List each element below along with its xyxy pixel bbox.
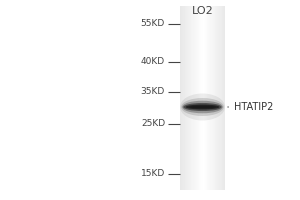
Text: 40KD: 40KD [141,58,165,66]
Bar [197,6,198,190]
Bar [206,6,207,190]
Bar [190,6,192,190]
Bar [200,6,202,190]
Ellipse shape [189,106,216,108]
Bar [202,6,204,190]
Bar [205,6,206,190]
Bar [189,6,190,190]
Bar [215,6,216,190]
Bar [207,6,208,190]
Bar [198,6,200,190]
Bar [222,6,223,190]
Text: 35KD: 35KD [141,88,165,97]
Bar [194,6,195,190]
Bar [187,6,188,190]
Bar [195,6,196,190]
Ellipse shape [186,105,219,109]
Bar [219,6,221,190]
Ellipse shape [182,101,223,113]
Bar [212,6,213,190]
Text: HTATIP2: HTATIP2 [228,102,273,112]
Text: 25KD: 25KD [141,119,165,129]
Bar [188,6,189,190]
Bar [180,6,182,190]
Bar [199,6,200,190]
Bar [213,6,214,190]
Ellipse shape [180,94,225,120]
Bar [196,6,197,190]
Bar [201,6,203,190]
Bar [217,6,218,190]
Text: 55KD: 55KD [141,20,165,28]
Bar [220,6,222,190]
Bar [182,6,184,190]
Bar [184,6,186,190]
Text: LO2: LO2 [192,6,213,16]
Bar [223,6,224,190]
Bar [224,6,225,190]
Bar [208,6,210,190]
Bar [204,6,205,190]
Bar [181,6,182,190]
Bar [214,6,215,190]
Bar [186,6,187,190]
Bar [192,6,194,190]
Bar [210,6,212,190]
Bar [209,6,211,190]
Bar [191,6,193,190]
Bar [218,6,220,190]
Bar [183,6,185,190]
Ellipse shape [183,103,222,111]
Bar [216,6,218,190]
Ellipse shape [181,98,224,116]
Text: 15KD: 15KD [141,170,165,178]
